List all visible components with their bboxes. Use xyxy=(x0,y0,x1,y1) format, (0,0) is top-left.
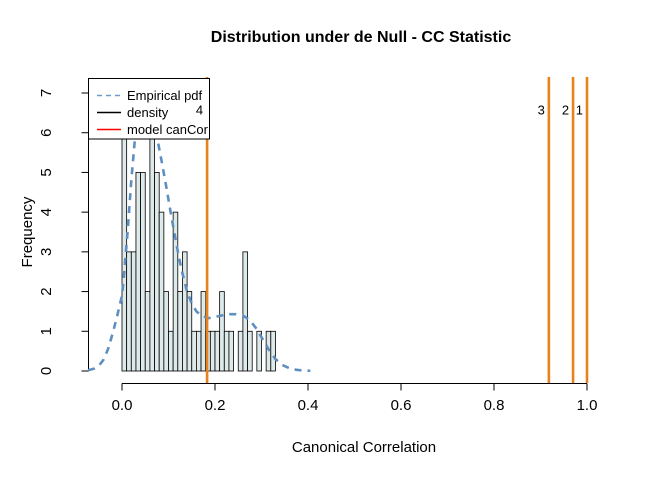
cancor-label-2: 2 xyxy=(562,103,569,118)
y-tick-label: 5 xyxy=(38,168,55,176)
histogram-bar xyxy=(256,330,262,372)
histogram-bar xyxy=(209,330,216,372)
legend-label-2: density xyxy=(127,105,169,120)
histogram-bar xyxy=(242,251,248,372)
y-axis-title: Frequency xyxy=(19,196,36,267)
x-tick-label: 1.0 xyxy=(577,397,598,414)
y-tick-label: 2 xyxy=(38,287,55,295)
histogram-bar xyxy=(135,172,141,372)
histogram-bar xyxy=(223,330,230,372)
histogram-bar xyxy=(200,291,207,372)
histogram-bar xyxy=(144,291,151,372)
histogram-bar xyxy=(237,330,244,372)
histogram-bar xyxy=(140,172,146,372)
histogram-bar xyxy=(228,330,234,372)
x-tick-label: 0.2 xyxy=(205,397,226,414)
legend-label-1: Empirical pdf xyxy=(127,88,203,103)
x-tick-label: 0.4 xyxy=(298,397,319,414)
histogram-bar xyxy=(214,330,221,372)
histogram-bar xyxy=(158,211,165,372)
y-tick-label: 1 xyxy=(38,327,55,335)
y-tick-label: 4 xyxy=(38,208,55,216)
histogram-bar xyxy=(219,291,225,372)
x-axis-title: Canonical Correlation xyxy=(292,439,436,456)
x-tick-label: 0.8 xyxy=(484,397,505,414)
histogram-bar xyxy=(191,330,197,372)
cancor-label-3: 3 xyxy=(538,103,545,118)
histogram-bar xyxy=(182,251,188,372)
cancor-label-4: 4 xyxy=(196,103,203,118)
histogram-bar xyxy=(186,291,193,372)
empirical-pdf-curve xyxy=(87,115,311,373)
y-tick-label: 0 xyxy=(38,367,55,375)
legend-label-3: model canCor xyxy=(127,122,209,137)
y-tick-label: 3 xyxy=(38,248,55,256)
x-tick-label: 0.0 xyxy=(112,397,133,414)
y-tick-label: 6 xyxy=(38,129,55,137)
histogram-bar xyxy=(270,330,276,372)
histogram-bar xyxy=(130,251,137,372)
histogram-bar xyxy=(154,172,160,372)
histogram-bar xyxy=(126,251,132,372)
x-tick-label: 0.6 xyxy=(391,397,412,414)
histogram-bar xyxy=(195,330,202,372)
histogram-bar xyxy=(177,291,183,372)
histogram-bar xyxy=(247,330,253,372)
cancor-label-1: 1 xyxy=(576,103,583,118)
histogram-bar xyxy=(168,330,174,372)
y-tick-label: 7 xyxy=(38,89,55,97)
histogram-bar xyxy=(163,291,169,372)
chart-title: Distribution under de Null - CC Statisti… xyxy=(211,29,512,46)
